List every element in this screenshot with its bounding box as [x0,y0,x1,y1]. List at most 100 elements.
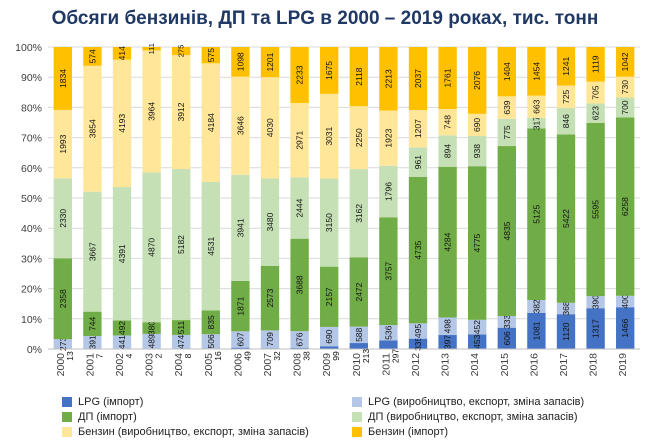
x-tick-label: 2016 [528,353,540,377]
bar-segment [260,265,280,331]
bar-segment [231,76,250,175]
bar-segment [497,96,516,119]
bar-segment [53,47,72,110]
legend-label: Бензин (виробництво, експорт, зміна запа… [78,426,309,438]
x-tick-label: 2014 [469,353,481,377]
bar-segment [349,47,368,107]
data-label: 2330 [58,209,68,228]
data-label: 4 [124,353,134,358]
data-label: 441 [117,335,127,349]
bar-segment [438,317,457,336]
y-tick-label: 20% [21,284,42,296]
bar-segment [260,178,280,266]
bar-segment [438,108,457,136]
bar-segment [527,312,546,349]
bar-segment [320,346,339,349]
data-label: 38 [302,351,312,361]
data-label: 317 [531,116,541,130]
bar-segment [556,134,576,303]
bar-segment [616,47,635,77]
bar-segment [497,118,516,147]
bar-segment [497,146,516,316]
data-label: 13 [65,351,75,361]
data-label: 2358 [58,289,68,308]
bar-segment [527,47,546,96]
data-label: 5125 [531,205,541,224]
bar-segment [408,323,428,339]
bar-segment [172,47,191,56]
data-label: 495 [413,324,423,338]
bar-segment [142,333,161,349]
data-label: 1466 [620,318,630,337]
data-label: 7 [94,353,104,358]
bar-segment [260,77,280,179]
bar-segment [586,122,605,297]
data-label: 390 [591,295,601,309]
data-label: 335 [413,336,423,350]
bar-segment [586,308,605,349]
x-tick-label: 2010 [351,353,363,377]
x-tick-label: 2005 [203,353,215,377]
bar-segment [172,320,191,335]
bar-segment [172,334,191,349]
legend-label: LPG (імпорт) [78,396,144,408]
bar-segment [556,302,576,315]
data-label: 2 [154,353,164,358]
y-tick-label: 70% [21,133,42,145]
data-label: 3150 [324,213,334,232]
bar-segment [112,59,132,188]
data-label: 606 [502,331,512,345]
data-label: 2233 [295,65,305,84]
bar-segment [556,108,576,135]
data-label: 705 [591,85,601,99]
bar-segment [320,178,339,267]
bar-segment [260,47,280,78]
data-label: 676 [295,332,305,346]
data-label: 1454 [531,62,541,81]
data-label: 5422 [561,209,571,228]
bar-segment [201,47,220,64]
bar-segment [320,47,339,94]
bar-segment [142,50,161,173]
bar-segment [290,238,309,332]
bar-segment [379,165,398,218]
data-label: 690 [472,118,482,132]
bar-segment [172,55,191,170]
data-label: 1993 [58,134,68,153]
data-label: 663 [531,99,541,113]
data-label: 1120 [561,322,571,341]
data-label: 2971 [295,130,305,149]
data-label: 744 [87,316,97,330]
bar-segment [586,103,605,123]
y-tick-label: 50% [21,193,42,205]
data-label: 2118 [354,67,364,86]
x-tick-label: 2009 [321,353,333,377]
data-label: 1761 [443,68,453,87]
data-label: 1042 [620,52,630,71]
y-tick-label: 90% [21,72,42,84]
data-label: 4775 [472,233,482,252]
bar-segment [112,320,132,336]
x-tick-label: 2000 [55,353,67,377]
x-tick-label: 2007 [262,353,274,377]
legend-swatch [62,397,72,407]
data-label: 4391 [117,244,127,263]
data-label: 1241 [561,57,571,76]
bar-segment [379,325,398,341]
data-label: 725 [561,89,571,103]
data-label: 397 [443,335,453,349]
data-label: 99 [331,351,341,361]
data-label: 938 [472,144,482,158]
legend-swatch [352,397,362,407]
data-label: 1081 [531,321,541,340]
x-tick-label: 2004 [173,353,185,377]
bar-segment [468,166,487,320]
bar-segment [260,330,280,349]
data-label: 506 [206,334,216,348]
data-label: 4835 [502,221,512,240]
data-label: 2444 [295,198,305,217]
legend-item: ДП (виробництво, експорт, зміна запасів) [352,411,578,423]
data-label: 690 [324,329,334,343]
legend-item: LPG (виробництво, експорт, зміна запасів… [352,396,584,408]
